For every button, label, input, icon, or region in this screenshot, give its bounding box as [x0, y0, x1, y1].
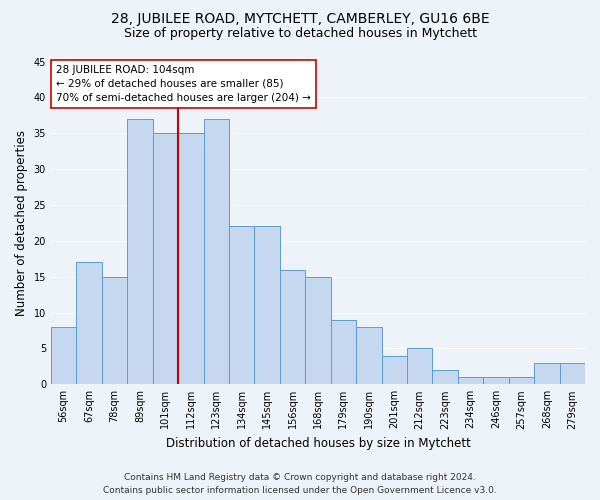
Bar [51, 327, 76, 384]
Bar [356, 327, 382, 384]
Bar [331, 320, 356, 384]
Bar [229, 226, 254, 384]
Text: 28 JUBILEE ROAD: 104sqm
← 29% of detached houses are smaller (85)
70% of semi-de: 28 JUBILEE ROAD: 104sqm ← 29% of detache… [56, 64, 311, 102]
X-axis label: Distribution of detached houses by size in Mytchett: Distribution of detached houses by size … [166, 437, 470, 450]
Bar [382, 356, 407, 384]
Bar [203, 119, 229, 384]
Y-axis label: Number of detached properties: Number of detached properties [15, 130, 28, 316]
Bar [152, 133, 178, 384]
Bar [280, 270, 305, 384]
Bar [254, 226, 280, 384]
Text: 28, JUBILEE ROAD, MYTCHETT, CAMBERLEY, GU16 6BE: 28, JUBILEE ROAD, MYTCHETT, CAMBERLEY, G… [110, 12, 490, 26]
Bar [509, 377, 534, 384]
Bar [534, 363, 560, 384]
Bar [458, 377, 483, 384]
Bar [483, 377, 509, 384]
Bar [407, 348, 433, 384]
Bar [127, 119, 152, 384]
Bar [102, 276, 127, 384]
Bar [76, 262, 102, 384]
Text: Contains HM Land Registry data © Crown copyright and database right 2024.
Contai: Contains HM Land Registry data © Crown c… [103, 474, 497, 495]
Text: Size of property relative to detached houses in Mytchett: Size of property relative to detached ho… [124, 28, 476, 40]
Bar [560, 363, 585, 384]
Bar [433, 370, 458, 384]
Bar [178, 133, 203, 384]
Bar [305, 276, 331, 384]
